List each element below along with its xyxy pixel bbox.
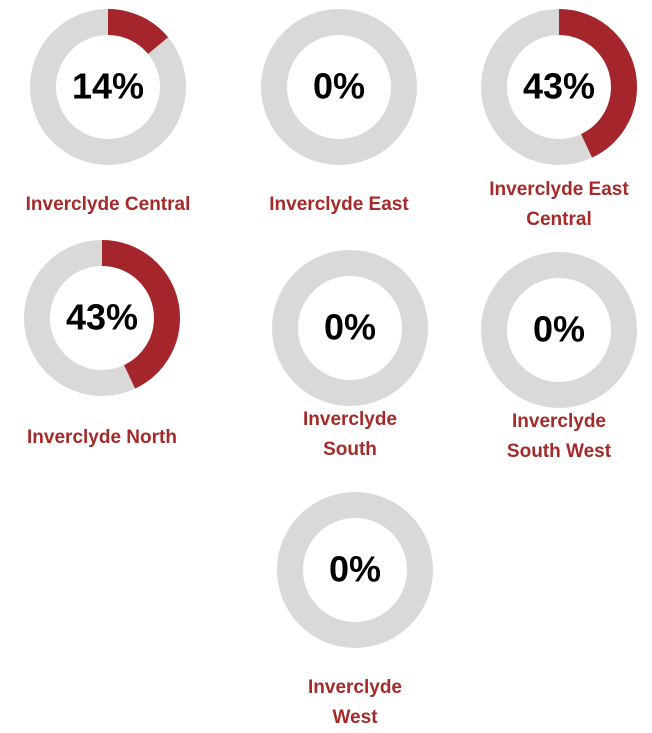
value-label: 43% [523, 66, 595, 107]
value-label: 14% [72, 66, 144, 107]
value-label: 43% [66, 297, 138, 338]
chart-title: Inverclyde South [303, 409, 397, 460]
donut-segment [30, 9, 186, 165]
donut-chart: 0% [481, 252, 637, 408]
chart-title: Inverclyde East [269, 194, 409, 215]
chart-title: Inverclyde North [27, 427, 177, 448]
value-label: 0% [533, 309, 585, 350]
donut-chart: 0% [272, 250, 428, 406]
donut-chart: 43% [24, 240, 180, 396]
donut-segment [481, 9, 637, 165]
donut-chart: 14% [30, 9, 186, 165]
value-label: 0% [329, 549, 381, 590]
donut-segment [24, 240, 180, 396]
donut-track [272, 250, 428, 406]
chart-title: Inverclyde South West [506, 411, 612, 462]
chart-title: Inverclyde East Central [489, 179, 629, 230]
chart-title: Inverclyde West [308, 677, 402, 728]
chart-title: Inverclyde Central [25, 194, 191, 215]
donut-chart: 0% [261, 9, 417, 165]
donut-chart: 43% [481, 9, 637, 165]
donut-track [261, 9, 417, 165]
donut-track [277, 492, 433, 648]
value-label: 0% [324, 307, 376, 348]
donut-chart: 0% [277, 492, 433, 648]
donut-track [481, 252, 637, 408]
value-label: 0% [313, 66, 365, 107]
